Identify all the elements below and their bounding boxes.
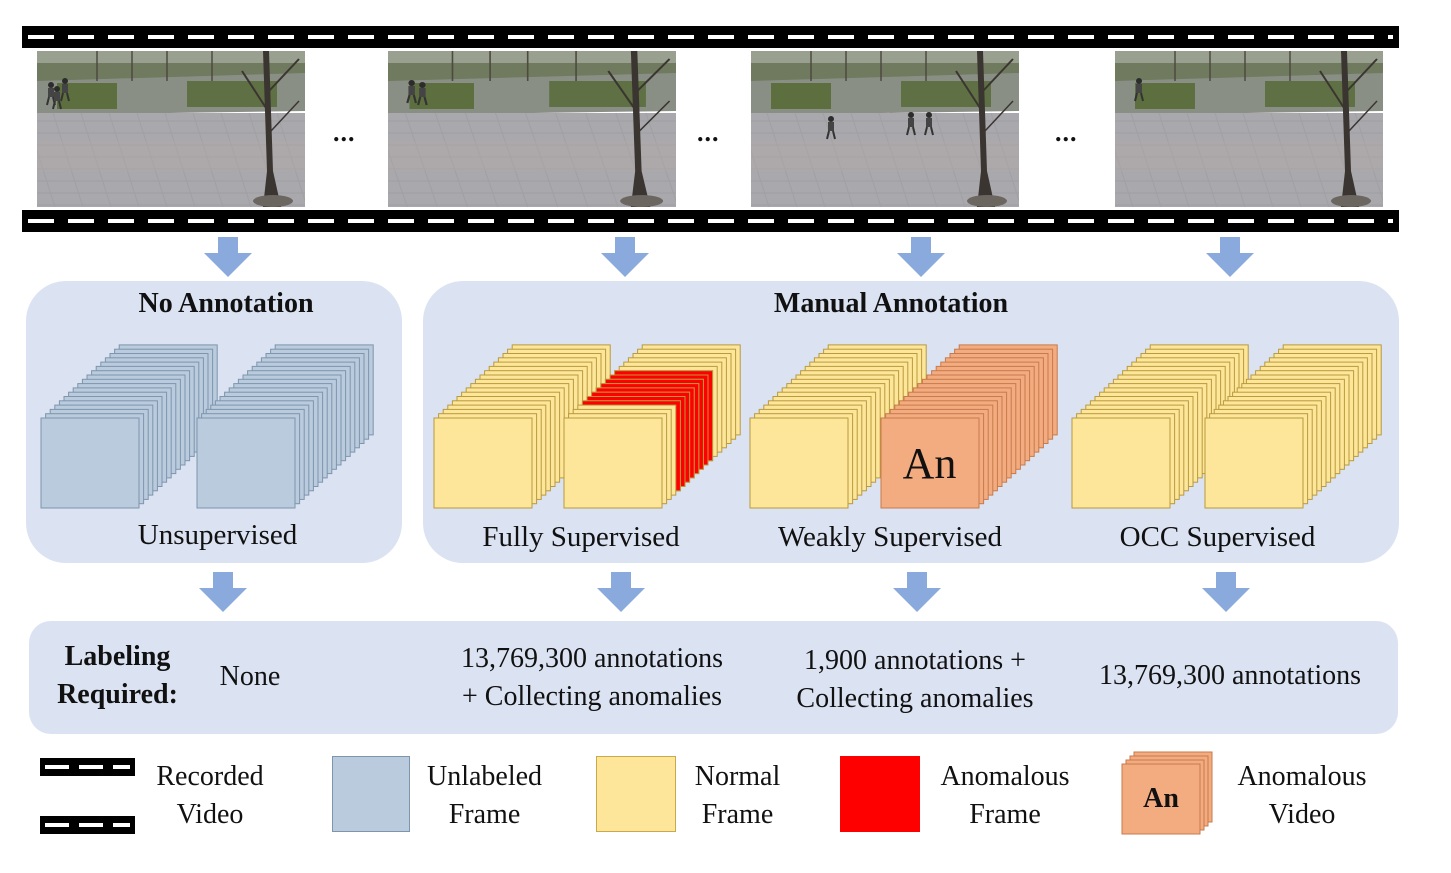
legend-anomalous-frame-swatch bbox=[840, 756, 920, 832]
legend-anomalous-frame: Anomalous Frame bbox=[925, 758, 1085, 834]
supervised-frame-stacks bbox=[433, 344, 1382, 509]
down-arrow-icon bbox=[601, 237, 649, 277]
legend-anomalous-frame-line1: Anomalous bbox=[940, 761, 1070, 792]
unsupervised-cost: None bbox=[219, 661, 281, 692]
occ-supervised-label: OCC Supervised bbox=[1119, 521, 1316, 553]
normal-frame-stack bbox=[749, 344, 927, 509]
legend-anomalous-video-line2: Video bbox=[1268, 799, 1336, 830]
weakly-cost-line2: Collecting anomalies bbox=[796, 683, 1034, 714]
fully-cost-line1: 13,769,300 annotations bbox=[460, 643, 724, 674]
unsupervised-label: Unsupervised bbox=[137, 519, 298, 551]
labeling-heading: Labeling Required: bbox=[40, 638, 195, 714]
fully-supervised-label: Fully Supervised bbox=[482, 521, 680, 553]
legend-recorded-line2: Video bbox=[176, 799, 244, 830]
film-strip-top bbox=[22, 26, 1399, 48]
unlabeled-frame-stack bbox=[40, 344, 218, 509]
video-frame bbox=[1115, 51, 1383, 207]
legend-normal-line2: Frame bbox=[701, 799, 774, 830]
legend-normal-swatch bbox=[596, 756, 676, 832]
weakly-supervised-cost: 1,900 annotations + Collecting anomalies bbox=[770, 642, 1060, 718]
down-arrow-icon bbox=[597, 572, 645, 612]
occ-supervised-cost: 13,769,300 annotations bbox=[1098, 660, 1362, 691]
anomalous-video-stack bbox=[880, 344, 1058, 509]
legend-normal-frame: Normal Frame bbox=[680, 758, 795, 834]
legend-film-bottom bbox=[40, 816, 135, 834]
video-frame bbox=[388, 51, 676, 207]
legend-unlabeled-frame: Unlabeled Frame bbox=[412, 758, 557, 834]
labeling-panel bbox=[29, 621, 1398, 734]
legend-film-top bbox=[40, 758, 135, 776]
film-strip-bottom bbox=[22, 210, 1399, 232]
down-arrow-icon bbox=[893, 572, 941, 612]
legend-anomalous-video-mark: An bbox=[1143, 783, 1179, 814]
unsupervised-frame-stacks bbox=[40, 344, 374, 509]
down-arrow-icon bbox=[204, 237, 252, 277]
mixed-frame-stack bbox=[563, 344, 741, 509]
normal-frame-stack bbox=[1071, 344, 1249, 509]
legend-anomalous-video-swatch bbox=[1121, 751, 1213, 835]
legend-recorded-video: Recorded Video bbox=[140, 758, 280, 834]
legend-anomalous-frame-line2: Frame bbox=[969, 799, 1041, 830]
unlabeled-frame-stack bbox=[196, 344, 374, 509]
manual-annotation-title: Manual Annotation bbox=[773, 288, 1009, 319]
ellipsis-2: ... bbox=[697, 118, 720, 147]
legend-anomalous-video: Anomalous Video bbox=[1222, 758, 1382, 834]
ellipsis-3: ... bbox=[1055, 118, 1078, 147]
legend-video-stack bbox=[1121, 751, 1213, 835]
down-arrow-icon bbox=[897, 237, 945, 277]
fully-supervised-cost: 13,769,300 annotations + Collecting anom… bbox=[432, 640, 752, 716]
no-annotation-title: No Annotation bbox=[138, 288, 314, 319]
legend-recorded-line1: Recorded bbox=[156, 761, 264, 792]
ellipsis-1: ... bbox=[333, 118, 356, 147]
down-arrow-icon bbox=[1202, 572, 1250, 612]
down-arrow-icon bbox=[199, 572, 247, 612]
legend-unlabeled-line2: Frame bbox=[448, 799, 521, 830]
legend-unlabeled-line1: Unlabeled bbox=[426, 761, 543, 792]
labeling-heading-line1: Labeling bbox=[64, 641, 171, 672]
video-frame bbox=[751, 51, 1019, 207]
weakly-cost-line1: 1,900 annotations + bbox=[804, 645, 1026, 676]
normal-frame-stack bbox=[1204, 344, 1382, 509]
labeling-heading-line2: Required: bbox=[57, 679, 178, 710]
legend-anomalous-video-line1: Anomalous bbox=[1237, 761, 1367, 792]
video-frame bbox=[37, 51, 305, 207]
legend-normal-line1: Normal bbox=[694, 761, 781, 792]
legend-unlabeled-swatch bbox=[332, 756, 410, 832]
anomalous-video-mark: An bbox=[902, 438, 957, 488]
weakly-supervised-label: Weakly Supervised bbox=[778, 521, 1002, 553]
down-arrow-icon bbox=[1206, 237, 1254, 277]
fully-cost-line2: + Collecting anomalies bbox=[462, 681, 722, 712]
